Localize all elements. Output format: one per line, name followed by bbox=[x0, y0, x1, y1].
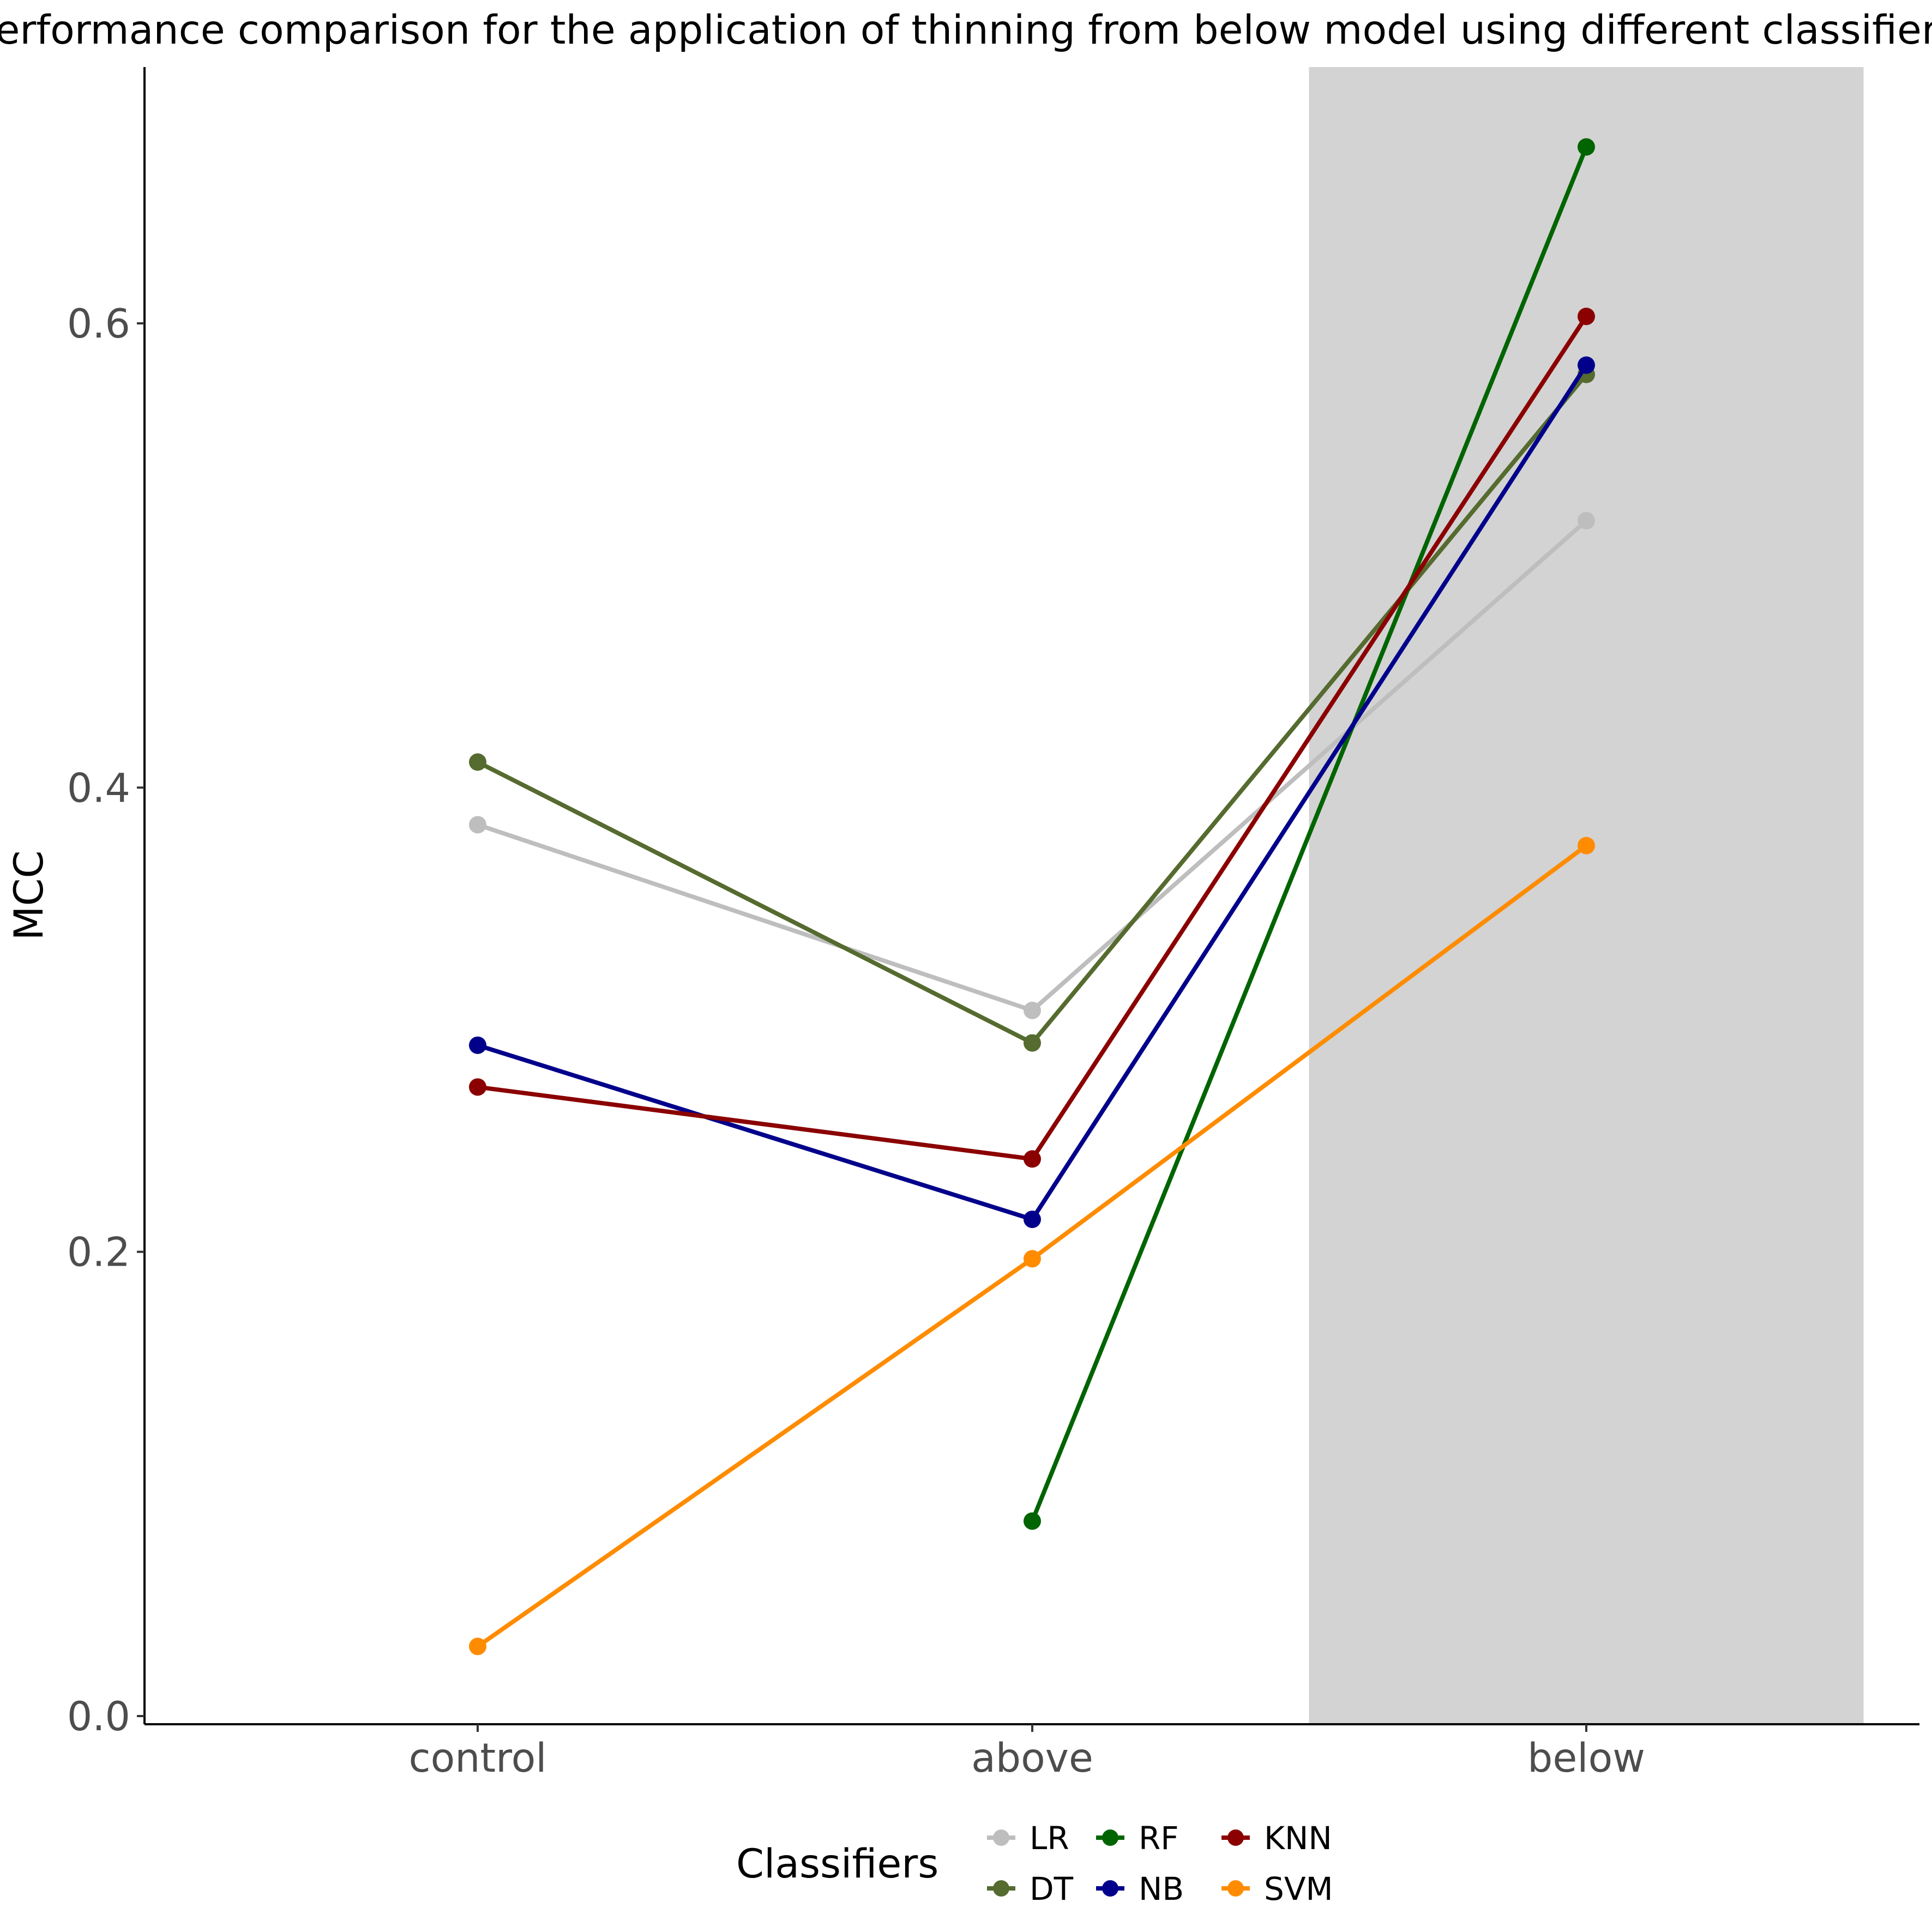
legend-item-LR: LR bbox=[987, 1820, 1069, 1857]
point-KNN-control bbox=[469, 1078, 486, 1096]
legend-item-SVM: SVM bbox=[1221, 1870, 1333, 1907]
legend-label-RF: RF bbox=[1139, 1820, 1179, 1857]
legend-title: Classifiers bbox=[736, 1841, 938, 1887]
x-tick-label-above: above bbox=[971, 1735, 1093, 1781]
point-LR-above bbox=[1024, 1001, 1041, 1019]
point-SVM-above bbox=[1024, 1250, 1041, 1268]
legend-label-LR: LR bbox=[1030, 1820, 1069, 1857]
x-tick-label-below: below bbox=[1527, 1735, 1645, 1781]
y-tick-label-0.6: 0.6 bbox=[67, 301, 130, 347]
point-KNN-above bbox=[1024, 1150, 1041, 1168]
legend-label-SVM: SVM bbox=[1264, 1870, 1333, 1907]
legend-key-point-RF bbox=[1102, 1829, 1118, 1846]
point-DT-above bbox=[1024, 1034, 1041, 1052]
point-DT-control bbox=[469, 753, 486, 771]
point-KNN-below bbox=[1578, 308, 1595, 326]
legend-label-NB: NB bbox=[1139, 1870, 1184, 1907]
legend-key-point-NB bbox=[1102, 1880, 1118, 1897]
y-axis-title: MCC bbox=[6, 851, 52, 941]
legend-label-KNN: KNN bbox=[1264, 1820, 1332, 1857]
series-LR bbox=[469, 511, 1595, 1019]
point-RF-below bbox=[1578, 138, 1595, 156]
panel-layer bbox=[1309, 67, 1864, 1724]
legend-item-NB: NB bbox=[1096, 1870, 1184, 1907]
legend-item-KNN: KNN bbox=[1221, 1820, 1332, 1857]
point-SVM-control bbox=[469, 1638, 486, 1656]
point-LR-below bbox=[1578, 511, 1595, 529]
legend-key-point-SVM bbox=[1227, 1880, 1244, 1897]
legend-label-DT: DT bbox=[1030, 1870, 1074, 1907]
axis-layer: 0.0 0.2 0.4 0.6 control above below bbox=[67, 67, 1919, 1781]
legend-key-point-DT bbox=[993, 1880, 1009, 1897]
series-SVM bbox=[469, 836, 1595, 1656]
series-NB bbox=[469, 356, 1595, 1229]
y-tick-label-0.4: 0.4 bbox=[67, 765, 130, 811]
legend: Classifiers LR DT RF NB KNN SVM bbox=[736, 1820, 1333, 1907]
series-layer bbox=[469, 138, 1595, 1656]
x-tick-label-control: control bbox=[408, 1735, 546, 1781]
series-KNN bbox=[469, 308, 1595, 1168]
point-NB-above bbox=[1024, 1211, 1041, 1229]
y-tick-label-0.2: 0.2 bbox=[67, 1230, 130, 1276]
y-tick-label-0.0: 0.0 bbox=[67, 1694, 130, 1740]
point-NB-control bbox=[469, 1036, 486, 1054]
point-LR-control bbox=[469, 816, 486, 834]
point-SVM-below bbox=[1578, 836, 1595, 854]
legend-key-point-LR bbox=[993, 1829, 1009, 1846]
series-RF bbox=[1024, 138, 1595, 1530]
point-NB-below bbox=[1578, 356, 1595, 374]
series-line-RF bbox=[1030, 146, 1588, 1522]
legend-item-DT: DT bbox=[987, 1870, 1074, 1907]
chart-title: Performance comparison for the applicati… bbox=[0, 7, 1932, 53]
legend-key-point-KNN bbox=[1227, 1829, 1244, 1846]
point-RF-above bbox=[1024, 1512, 1041, 1530]
legend-item-RF: RF bbox=[1096, 1820, 1179, 1857]
highlight-band-below bbox=[1309, 67, 1864, 1724]
